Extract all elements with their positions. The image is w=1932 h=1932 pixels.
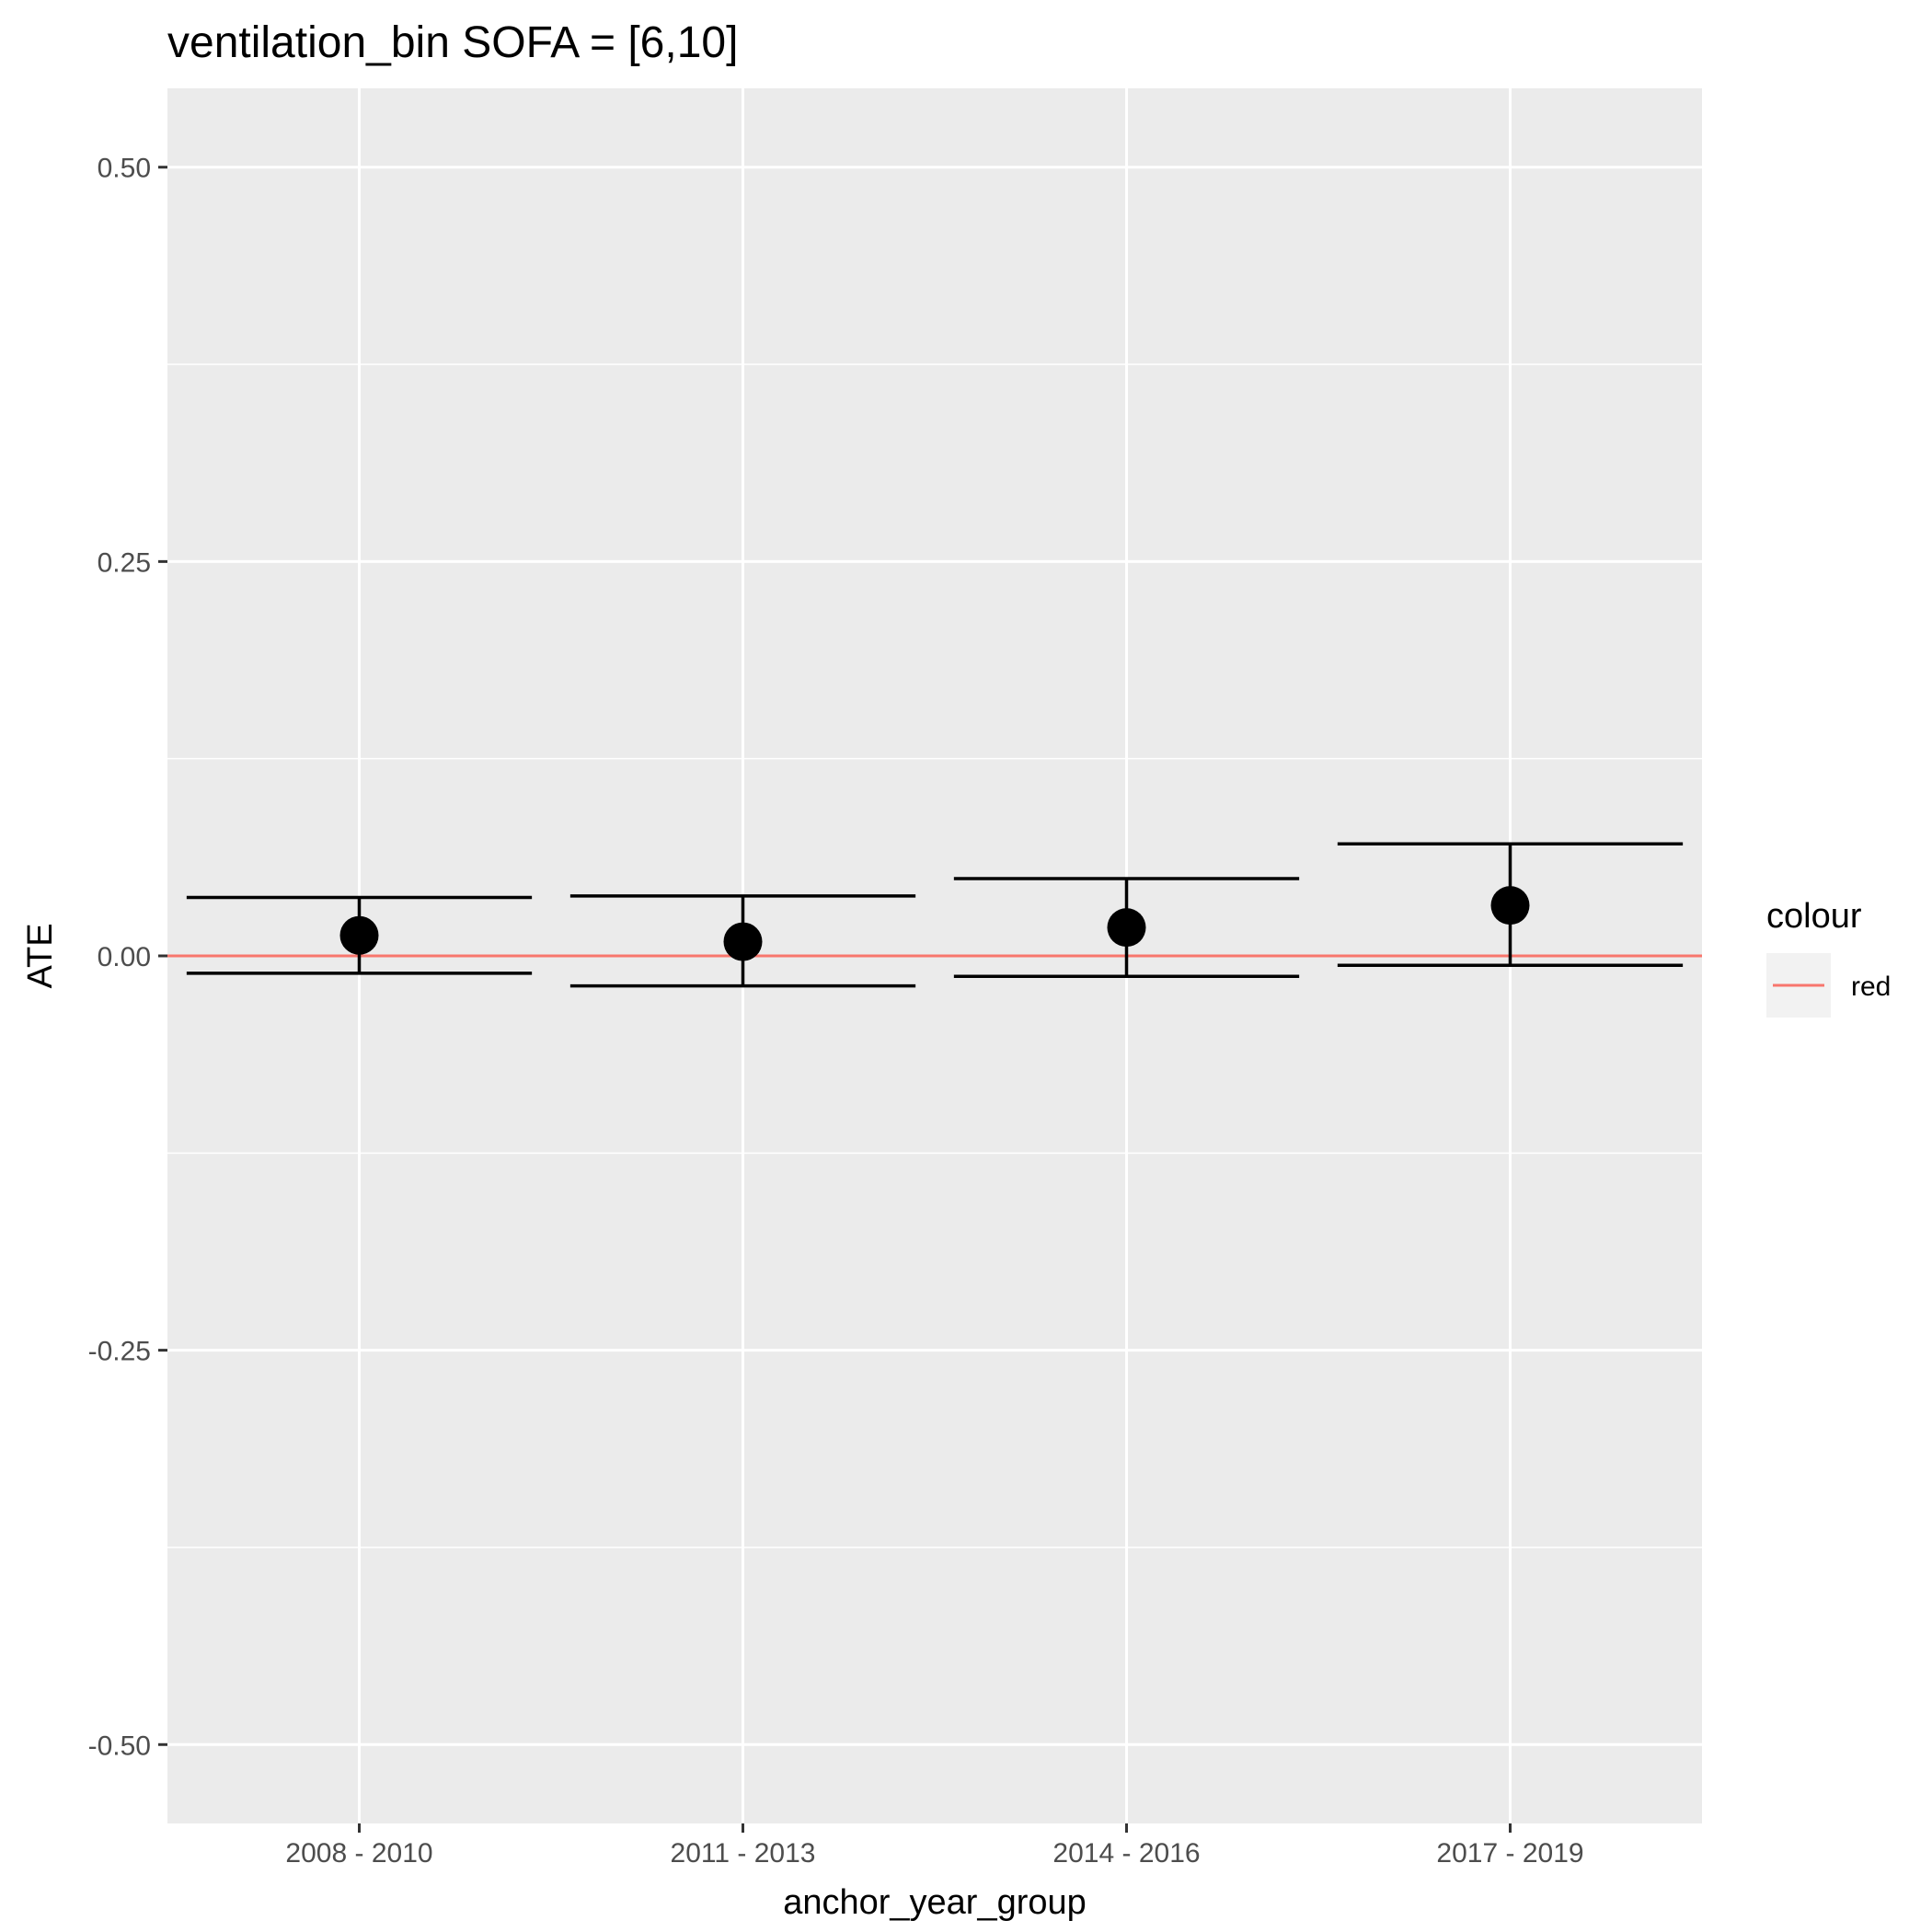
data-point	[1490, 886, 1530, 926]
y-tick-label: 0.50	[98, 154, 151, 184]
data-point	[723, 922, 763, 961]
data-point	[339, 915, 379, 955]
x-tick-label: 2017 - 2019	[1436, 1838, 1583, 1869]
x-axis-title: anchor_year_group	[783, 1883, 1087, 1922]
x-tick-label: 2014 - 2016	[1052, 1838, 1200, 1869]
data-point	[1107, 908, 1146, 948]
y-axis-title: ATE	[21, 923, 60, 988]
y-tick-label: 0.25	[98, 547, 151, 578]
x-tick-label: 2008 - 2010	[285, 1838, 432, 1869]
x-tick-label: 2011 - 2013	[671, 1838, 816, 1869]
y-tick-label: 0.00	[98, 942, 151, 972]
y-tick-label: -0.50	[88, 1731, 151, 1761]
legend-label-red: red	[1851, 972, 1891, 1002]
legend-title: colour	[1766, 897, 1862, 936]
error-bar-group	[953, 877, 1300, 979]
error-bar-group	[569, 894, 916, 988]
error-bar-group	[1337, 842, 1684, 968]
error-bar-group	[186, 895, 533, 975]
y-tick-label: -0.25	[88, 1337, 151, 1367]
legend: colour red	[1766, 897, 1891, 1018]
chart-title: ventilation_bin SOFA = [6,10]	[167, 18, 738, 67]
data-layer	[186, 842, 1684, 988]
axes: -0.50 -0.25 0.00 0.25 0.50 2008 - 2010 2011 - …	[88, 154, 1584, 1869]
